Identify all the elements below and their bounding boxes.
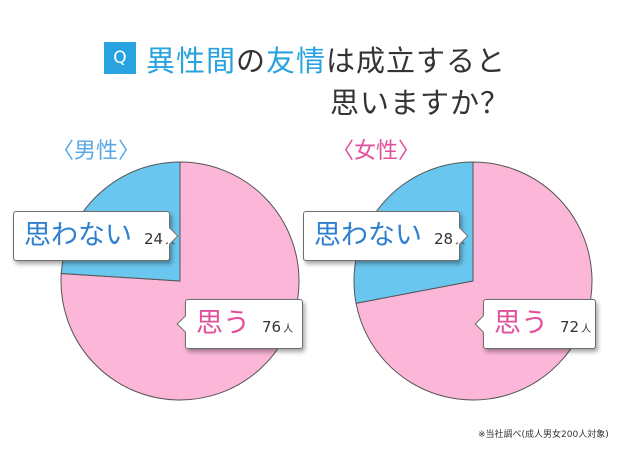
- male-yes-unit: 人: [283, 324, 294, 335]
- title-highlight-1: 異性間: [146, 44, 237, 78]
- male-yes-label: 思う: [196, 308, 250, 339]
- female-chart-title: 〈女性〉: [332, 139, 421, 164]
- male-yes-callout: 思う 76 人: [185, 299, 303, 349]
- female-no-value: 28: [434, 230, 454, 248]
- male-no-value: 24: [144, 230, 164, 248]
- title-rest: は成立すると: [326, 44, 507, 78]
- question-badge: Q: [104, 42, 136, 74]
- title-highlight-2: 友情: [266, 44, 327, 78]
- female-no-callout: 思わない 28 人: [303, 211, 465, 261]
- male-yes-value: 76: [262, 318, 282, 336]
- title-mid: の: [236, 44, 267, 78]
- male-chart-title: 〈男性〉: [52, 139, 141, 164]
- male-no-label: 思わない: [24, 220, 132, 251]
- female-yes-callout: 思う 72 人: [483, 299, 596, 349]
- female-yes-unit: 人: [581, 324, 592, 335]
- female-yes-value: 72: [560, 318, 580, 336]
- female-yes-label: 思う: [494, 308, 548, 339]
- female-no-unit: 人: [455, 236, 466, 247]
- female-pie: [353, 161, 593, 401]
- footnote: ※当社調べ(成人男女200人対象): [478, 430, 609, 440]
- male-no-unit: 人: [165, 236, 176, 247]
- page-title-line1: 異性間の友情は成立すると: [146, 38, 506, 80]
- female-no-label: 思わない: [314, 220, 422, 251]
- page-title-line2: 思いますか？: [330, 86, 511, 120]
- male-no-callout: 思わない 24 人: [13, 211, 175, 261]
- male-pie: [60, 161, 300, 401]
